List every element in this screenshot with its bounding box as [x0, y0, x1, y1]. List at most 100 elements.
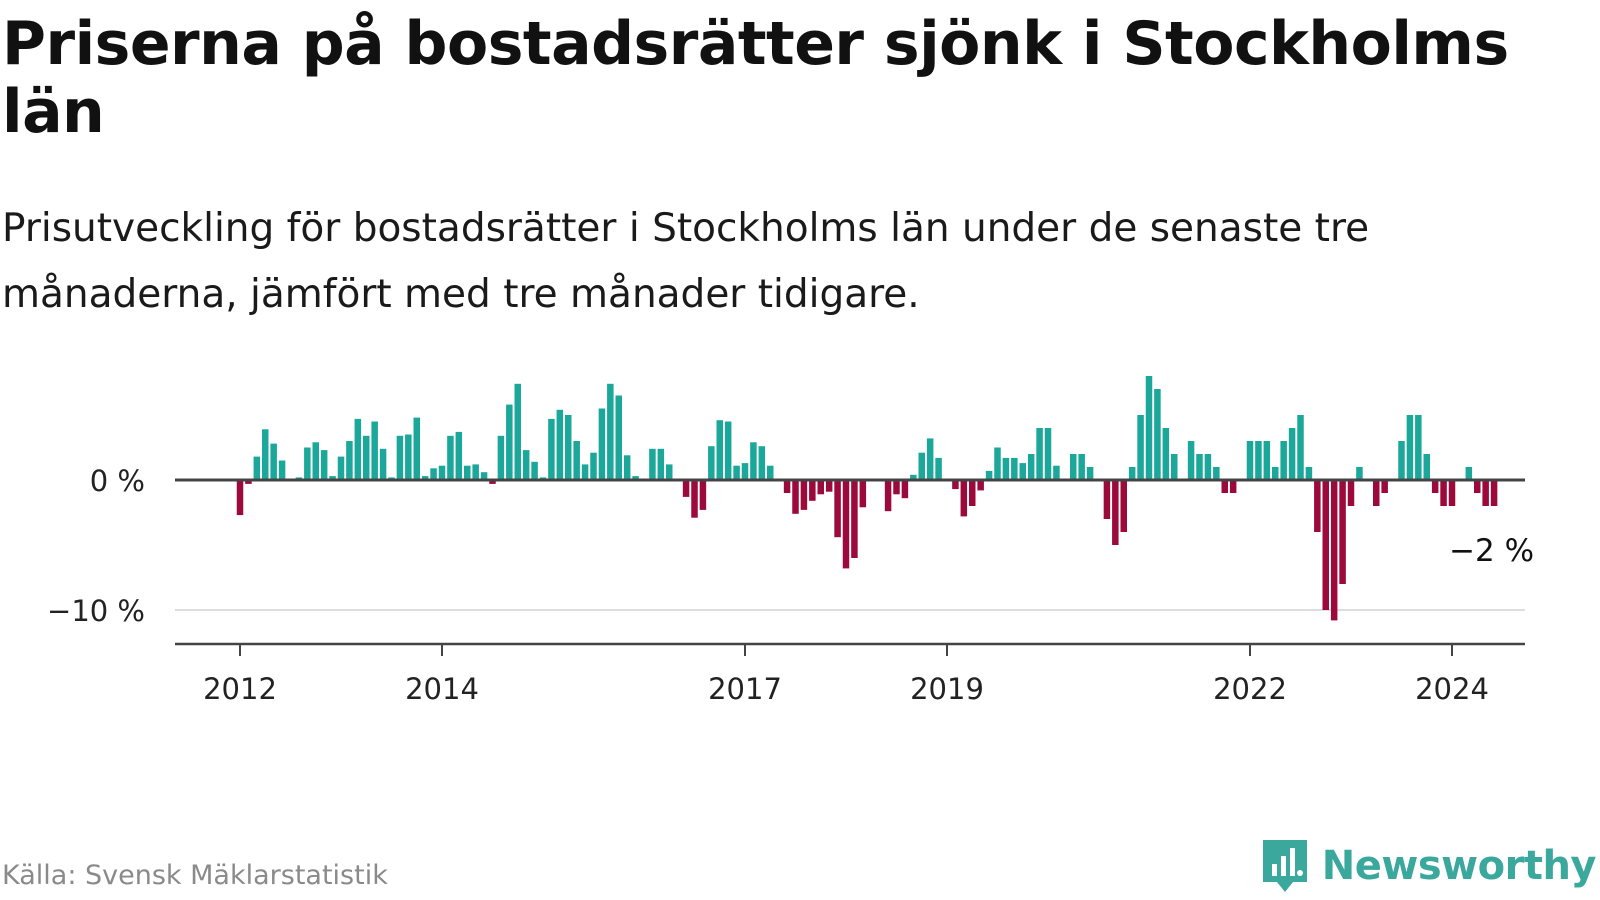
- bar: [977, 480, 984, 491]
- bar: [363, 435, 370, 480]
- bar: [464, 465, 471, 480]
- bar: [825, 480, 833, 492]
- bar: [1137, 415, 1144, 480]
- bar: [960, 480, 968, 517]
- bar: [1229, 480, 1237, 493]
- bar: [1305, 467, 1313, 480]
- bar: [834, 480, 841, 538]
- bar: [1154, 389, 1161, 480]
- bar: [1423, 454, 1430, 480]
- bar: [817, 480, 824, 495]
- end-value-label: −2 %: [1449, 533, 1534, 569]
- bar: [1027, 454, 1035, 480]
- bar: [733, 465, 740, 480]
- bar: [455, 431, 463, 480]
- bar: [783, 480, 791, 493]
- bar: [741, 463, 749, 480]
- bar: [506, 404, 513, 480]
- bar: [1044, 428, 1052, 480]
- bar: [1330, 480, 1338, 621]
- bar: [278, 460, 286, 480]
- bar: [447, 435, 454, 480]
- bar: [615, 395, 622, 480]
- bar: [1406, 415, 1414, 480]
- bar: [691, 480, 698, 518]
- bar: [910, 474, 917, 480]
- x-tick-label: 2024: [1415, 672, 1489, 706]
- bar: [1221, 480, 1228, 493]
- bar: [438, 465, 446, 480]
- bar: [320, 450, 328, 480]
- x-tick-label: 2019: [910, 672, 984, 706]
- bar: [1011, 457, 1018, 480]
- bar: [413, 417, 420, 480]
- bar: [421, 476, 429, 480]
- bar: [952, 480, 959, 490]
- bar: [430, 468, 437, 480]
- bar: [1171, 454, 1178, 480]
- bar: [1314, 480, 1321, 532]
- bar: [809, 480, 816, 501]
- bar: [666, 464, 673, 480]
- bar: [985, 470, 993, 480]
- brand-logo: Newsworthy: [1260, 838, 1597, 894]
- source-note: Källa: Svensk Mäklarstatistik: [2, 860, 388, 891]
- bar: [708, 446, 715, 480]
- bar: [565, 415, 572, 480]
- bar: [1120, 480, 1127, 532]
- brand-name: Newsworthy: [1321, 843, 1597, 889]
- bar: [842, 480, 850, 569]
- bar: [969, 480, 976, 506]
- bar: [1112, 480, 1119, 545]
- bar: [1398, 441, 1405, 480]
- bar: [1431, 480, 1439, 493]
- bar: [1474, 480, 1481, 493]
- bar: [1145, 376, 1153, 480]
- bar: [1187, 441, 1195, 480]
- bar: [1246, 441, 1254, 480]
- bar: [1440, 480, 1447, 506]
- bar: [1255, 441, 1262, 480]
- bar: [1213, 467, 1220, 480]
- bar: [497, 435, 505, 480]
- bar: [531, 461, 538, 480]
- y-tick-label: −10 %: [47, 594, 145, 628]
- bar: [1002, 457, 1010, 480]
- bar: [1053, 465, 1060, 480]
- bar: [1086, 467, 1094, 480]
- bar: [236, 480, 244, 516]
- bar: [346, 441, 353, 480]
- bar: [716, 420, 723, 480]
- bar: [1036, 428, 1043, 480]
- bar: [1263, 441, 1271, 480]
- bar: [581, 464, 589, 480]
- bar: [253, 456, 261, 480]
- bar: [522, 450, 530, 480]
- bar: [480, 472, 488, 480]
- bar: [1490, 480, 1498, 506]
- bar: [767, 465, 774, 480]
- bar: [1128, 467, 1136, 480]
- bar: [514, 383, 521, 480]
- bar: [1339, 480, 1346, 584]
- y-tick-label: 0 %: [90, 464, 145, 498]
- bar: [270, 443, 277, 480]
- bar: [556, 409, 564, 480]
- bar: [724, 421, 732, 480]
- bar: [312, 442, 319, 480]
- bar: [1448, 480, 1456, 506]
- bar: [1415, 415, 1422, 480]
- bar: [884, 480, 892, 512]
- bar: [262, 429, 269, 480]
- bar: [337, 456, 345, 480]
- bar: [1288, 428, 1296, 480]
- bar: [371, 421, 378, 480]
- bar: [800, 480, 808, 510]
- bar: [1272, 467, 1279, 480]
- bar: [632, 476, 639, 480]
- chart-title: Priserna på bostadsrätter sjönk i Stockh…: [2, 9, 1509, 147]
- bar: [245, 480, 252, 484]
- newsworthy-logo-icon: [1262, 840, 1307, 892]
- bar: [304, 447, 311, 480]
- bar: [1381, 480, 1388, 493]
